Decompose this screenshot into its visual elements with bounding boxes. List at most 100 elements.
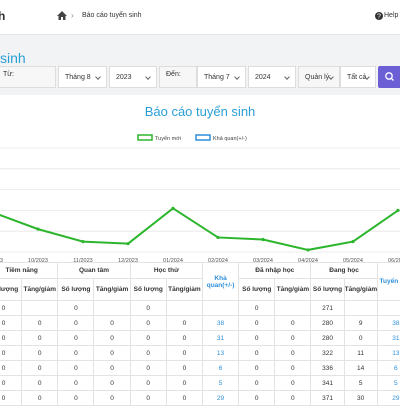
x-tick-label: 04/2024 (298, 258, 318, 262)
x-tick-label: 09/2023 (0, 258, 3, 262)
header-row: Tiềm năng Quan tâm Học thử Khả quan(+/-) Đã … (0, 262, 400, 301)
cell: 0 (57, 375, 95, 391)
cell: 5 (376, 375, 400, 391)
manager-select[interactable]: Tất cả (340, 66, 376, 88)
cell: 0 (274, 315, 312, 331)
cell: 38 (201, 315, 240, 331)
cell: 14 (343, 360, 378, 376)
cell: 371 (310, 390, 345, 406)
cell: 0 (0, 300, 23, 316)
cell: 0 (165, 375, 203, 391)
cell: 38 (376, 315, 400, 331)
data-point (306, 248, 310, 252)
cell: 0 (274, 375, 312, 391)
group-header: Quan tâm (57, 262, 131, 279)
data-point (396, 208, 400, 212)
cell: 0 (21, 315, 59, 331)
cell: 0 (57, 315, 95, 331)
column-header: Số lượng (57, 278, 95, 301)
to-year-select[interactable]: 2024 (248, 66, 296, 88)
cell: 0 (343, 330, 378, 346)
data-row: 0 0 0 0 0 0 31 0 0 280 0 31 (0, 330, 400, 346)
help-link[interactable]: Help (384, 12, 399, 19)
help-icon[interactable]: ? (375, 12, 383, 20)
group-header: Đã nhập học (238, 262, 312, 279)
cell: 13 (201, 345, 240, 361)
brand[interactable]: h (0, 9, 6, 23)
column-header: Tăng/giảm (93, 278, 131, 301)
x-tick-label: 03/2024 (253, 258, 273, 262)
data-row: 0 0 0 0 0 0 38 0 0 280 9 38 (0, 315, 400, 331)
svg-text:?: ? (377, 14, 381, 21)
cell: 0 (165, 315, 203, 331)
cell: 29 (376, 390, 400, 406)
cell: 0 (93, 330, 131, 346)
cell: 0 (0, 375, 23, 391)
column-header: Tăng/giảm (21, 278, 59, 301)
cell (201, 300, 240, 316)
cell: 0 (274, 360, 312, 376)
cell: 0 (238, 390, 276, 406)
column-header: Tăng/giảm (274, 278, 312, 301)
from-year-select[interactable]: 2023 (109, 66, 157, 88)
cell: 0 (21, 360, 59, 376)
cell: 0 (129, 345, 167, 361)
cell (274, 300, 312, 316)
cell (343, 300, 378, 316)
cell: 0 (165, 390, 203, 406)
cell: 0 (57, 390, 95, 406)
cell: 341 (310, 375, 345, 391)
data-point (126, 242, 130, 246)
cell: 5 (343, 375, 378, 391)
cell: 0 (93, 315, 131, 331)
group-header: Học thử (129, 262, 203, 279)
cell: 322 (310, 345, 345, 361)
x-tick-label: 02/2024 (208, 258, 228, 262)
cell: 0 (274, 390, 312, 406)
breadcrumb: Báo cáo tuyển sinh (82, 12, 142, 19)
top-bar: h › Báo cáo tuyển sinh ? Help (0, 0, 400, 35)
cell: 0 (57, 300, 95, 316)
cell: 0 (238, 375, 276, 391)
report-table: Tiềm năng Quan tâm Học thử Khả quan(+/-) Đã … (0, 262, 400, 406)
cell: 5 (201, 375, 240, 391)
column-header: Số lượng (238, 278, 276, 301)
cell: 0 (0, 345, 23, 361)
column-header: Số lượng (129, 278, 167, 301)
cell: 0 (93, 360, 131, 376)
group-header[interactable]: Khả quan(+/-) (201, 262, 240, 301)
cell: 0 (165, 360, 203, 376)
data-point (216, 235, 220, 240)
data-point (36, 227, 40, 231)
from-month-select[interactable]: Tháng 8 (58, 66, 107, 88)
x-tick-label: 12/2023 (118, 258, 138, 262)
search-button[interactable] (378, 66, 400, 88)
group-header[interactable]: Tuyển mới (376, 262, 400, 301)
chart-title: Báo cáo tuyển sinh (145, 104, 256, 119)
legend-swatch (137, 134, 153, 141)
cell: 280 (310, 315, 345, 331)
cell (21, 300, 59, 316)
cell: 6 (376, 360, 400, 376)
cell: 30 (343, 390, 378, 406)
cell: 0 (238, 300, 276, 316)
cell: 0 (238, 345, 276, 361)
cell: 0 (93, 345, 131, 361)
cell: 0 (0, 390, 23, 406)
group-header: Tiềm năng (0, 262, 59, 279)
cell: 0 (129, 300, 167, 316)
cell: 6 (201, 360, 240, 376)
cell: 11 (343, 345, 378, 361)
column-header: Số lượng (0, 278, 23, 301)
home-icon[interactable] (57, 11, 67, 20)
cell: 0 (129, 330, 167, 346)
cell: 0 (21, 390, 59, 406)
chart-background (0, 95, 400, 262)
cell: 29 (201, 390, 240, 406)
data-point (351, 240, 355, 244)
group-header: Đang học (310, 262, 378, 279)
to-month-select[interactable]: Tháng 7 (197, 66, 246, 88)
data-row: 0 0 0 0 0 0 6 0 0 336 14 6 (0, 360, 400, 376)
series-line (0, 207, 399, 251)
